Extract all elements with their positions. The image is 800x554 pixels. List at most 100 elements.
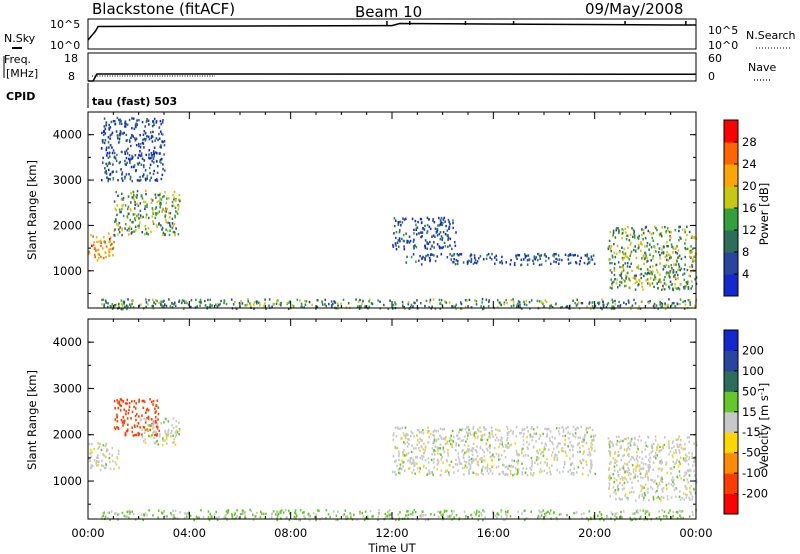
scatter-point — [634, 288, 637, 291]
scatter-point — [113, 467, 115, 471]
scatter-point — [95, 462, 97, 465]
scatter-point — [144, 205, 147, 208]
scatter-point — [476, 462, 479, 466]
scatter-point — [468, 455, 470, 459]
scatter-point — [143, 159, 146, 162]
scatter-point — [518, 301, 521, 304]
scatter-point — [633, 443, 635, 446]
scatter-point — [558, 471, 561, 474]
scatter-point — [174, 431, 177, 434]
scatter-point — [627, 442, 629, 445]
scatter-point — [141, 414, 143, 417]
scatter-point — [579, 450, 581, 453]
scatter-point — [641, 450, 643, 454]
scatter-point — [151, 140, 154, 143]
scatter-point — [663, 282, 666, 285]
scatter-point — [446, 441, 448, 445]
scatter-point — [621, 228, 624, 231]
scatter-point — [412, 245, 415, 248]
scatter-point — [640, 272, 643, 276]
scatter-point — [361, 511, 364, 515]
scatter-point — [447, 236, 450, 239]
scatter-point — [419, 467, 422, 470]
scatter-point — [165, 210, 167, 213]
scatter-point — [161, 195, 164, 199]
scatter-point — [629, 286, 631, 290]
scatter-point — [213, 513, 216, 516]
scatter-point — [642, 467, 645, 470]
scatter-point — [573, 511, 575, 515]
scatter-point — [537, 456, 539, 460]
scatter-point — [145, 216, 147, 219]
scatter-point — [639, 242, 642, 245]
scatter-point — [294, 511, 296, 514]
scatter-point — [424, 518, 427, 522]
scatter-point — [174, 198, 177, 202]
scatter-point — [505, 298, 507, 302]
scatter-point — [420, 263, 423, 266]
scatter-point — [97, 464, 99, 467]
scatter-point — [175, 227, 177, 230]
scatter-point — [113, 155, 116, 158]
scatter-point — [141, 433, 143, 436]
scatter-point — [122, 132, 124, 135]
scatter-point — [621, 497, 623, 501]
scatter-point — [501, 443, 504, 446]
scatter-point — [146, 514, 148, 517]
scatter-point — [614, 236, 617, 239]
scatter-point — [162, 163, 164, 166]
scatter-point — [451, 429, 454, 433]
scatter-point — [689, 303, 692, 306]
scatter-point — [395, 435, 398, 438]
scatter-point — [401, 304, 404, 308]
colorbar-cell — [724, 330, 738, 351]
scatter-point — [661, 304, 664, 308]
scatter-point — [561, 426, 564, 429]
scatter-point — [512, 304, 515, 307]
scatter-point — [103, 305, 105, 308]
scatter-point — [462, 456, 465, 460]
scatter-point — [219, 302, 221, 306]
scatter-point — [678, 443, 681, 447]
scatter-point — [124, 402, 127, 405]
scatter-point — [511, 432, 514, 435]
scatter-point — [498, 458, 500, 461]
scatter-point — [680, 510, 683, 513]
scatter-point — [510, 429, 512, 432]
scatter-point — [564, 442, 566, 446]
scatter-point — [395, 230, 398, 234]
scatter-point — [404, 217, 407, 220]
scatter-point — [136, 119, 138, 122]
scatter-point — [643, 262, 645, 266]
scatter-point — [522, 447, 525, 450]
scatter-point — [532, 474, 534, 477]
scatter-point — [397, 427, 400, 431]
scatter-point — [225, 302, 228, 306]
scatter-point — [155, 404, 157, 408]
scatter-point — [558, 258, 561, 261]
scatter-point — [591, 301, 594, 304]
scatter-point — [119, 226, 121, 229]
scatter-point — [404, 307, 406, 310]
scatter-point — [468, 428, 470, 432]
scatter-point — [542, 509, 545, 512]
scatter-point — [627, 299, 630, 302]
scatter-point — [481, 298, 484, 301]
scatter-point — [501, 470, 504, 474]
scatter-point — [608, 487, 610, 491]
scatter-point — [359, 510, 361, 514]
scatter-point — [394, 470, 396, 474]
scatter-point — [101, 141, 104, 144]
scatter-point — [610, 476, 612, 480]
scatter-point — [680, 237, 682, 240]
scatter-point — [506, 433, 509, 436]
scatter-point — [615, 497, 617, 501]
scatter-point — [129, 209, 132, 212]
scatter-point — [521, 428, 524, 432]
scatter-point — [609, 454, 612, 457]
scatter-point — [108, 123, 110, 127]
scatter-point — [623, 448, 626, 451]
scatter-point — [622, 269, 625, 272]
scatter-point — [114, 512, 117, 516]
scatter-point — [470, 513, 472, 517]
